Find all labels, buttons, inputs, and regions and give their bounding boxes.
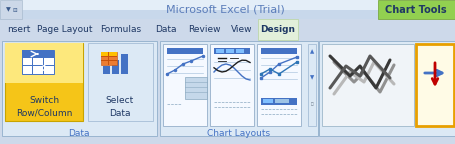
Bar xyxy=(378,0,455,19)
Text: ⊟: ⊟ xyxy=(13,7,17,13)
Bar xyxy=(112,60,119,74)
Text: ⬛: ⬛ xyxy=(311,102,313,106)
Bar xyxy=(88,43,153,121)
Bar xyxy=(210,44,254,126)
Text: Design: Design xyxy=(261,25,295,34)
Bar xyxy=(275,99,289,103)
Bar xyxy=(5,43,83,83)
Bar xyxy=(5,43,83,121)
Bar xyxy=(0,19,455,40)
Bar xyxy=(416,44,454,126)
Bar xyxy=(0,10,455,19)
Bar xyxy=(22,65,54,66)
Bar xyxy=(257,44,301,126)
Bar xyxy=(22,50,54,74)
Text: Review: Review xyxy=(188,25,221,34)
Bar xyxy=(319,41,455,136)
Text: Select
Data: Select Data xyxy=(106,96,134,118)
Text: Data: Data xyxy=(155,25,176,34)
Text: Microsoft Excel (Trial): Microsoft Excel (Trial) xyxy=(166,5,284,15)
Text: Chart Tools: Chart Tools xyxy=(385,5,447,15)
Text: ▲: ▲ xyxy=(310,50,314,54)
Bar xyxy=(160,41,318,136)
Bar xyxy=(261,48,297,54)
Bar xyxy=(236,49,244,53)
Bar xyxy=(43,50,44,74)
Bar xyxy=(103,66,110,74)
Bar xyxy=(108,52,109,65)
Text: Switch
Row/Column: Switch Row/Column xyxy=(16,96,72,118)
Bar xyxy=(22,57,54,58)
Bar xyxy=(216,49,224,53)
Bar xyxy=(261,98,297,105)
Bar xyxy=(0,0,455,10)
Text: Data: Data xyxy=(68,128,90,138)
Text: View: View xyxy=(231,25,252,34)
Text: ▼: ▼ xyxy=(310,75,314,80)
Bar xyxy=(0,0,455,19)
Bar xyxy=(185,77,207,99)
Bar xyxy=(0,0,22,19)
Text: Chart Layouts: Chart Layouts xyxy=(207,128,271,138)
Bar xyxy=(0,40,455,144)
Bar xyxy=(322,44,414,126)
Bar xyxy=(101,52,117,56)
Bar xyxy=(101,52,117,65)
Bar xyxy=(258,19,298,40)
Bar xyxy=(263,99,273,103)
Bar xyxy=(163,44,207,126)
Bar xyxy=(101,60,117,61)
Bar xyxy=(22,50,54,57)
Bar xyxy=(226,49,234,53)
Text: ▼: ▼ xyxy=(5,7,10,13)
Text: Formulas: Formulas xyxy=(100,25,141,34)
Bar xyxy=(101,56,117,57)
Bar xyxy=(121,54,128,74)
Bar xyxy=(308,44,316,126)
Bar xyxy=(167,48,203,54)
Bar xyxy=(2,41,157,136)
Text: nsert: nsert xyxy=(7,25,30,34)
Bar xyxy=(32,50,33,74)
Bar xyxy=(214,48,250,54)
Text: Page Layout: Page Layout xyxy=(37,25,92,34)
